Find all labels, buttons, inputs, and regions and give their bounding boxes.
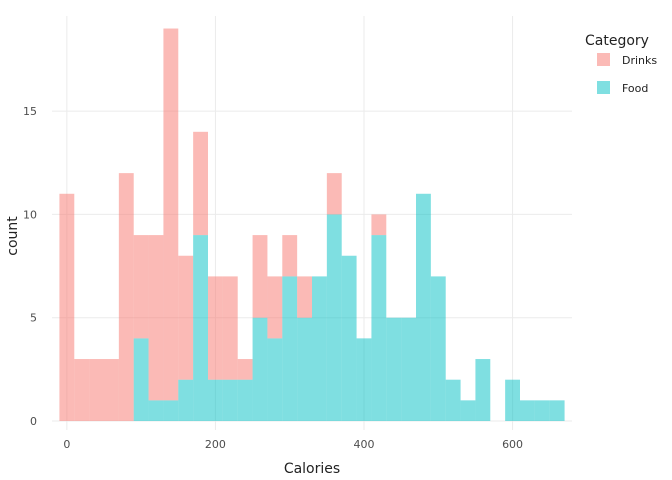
bar-food — [133, 338, 149, 421]
bar-food — [341, 255, 357, 421]
bar-drinks — [178, 255, 194, 380]
bar-food — [401, 317, 416, 421]
x-tick-label: 600 — [502, 438, 523, 451]
bar-food — [371, 235, 387, 421]
x-tick-label: 200 — [205, 438, 226, 451]
bar-drinks — [89, 359, 104, 421]
bar-drinks — [118, 173, 134, 421]
bar-food — [193, 235, 208, 421]
bar-food — [549, 400, 565, 421]
bar-drinks — [252, 235, 268, 318]
bar-food — [475, 359, 491, 421]
bars-layer — [59, 28, 565, 421]
bar-drinks — [133, 235, 149, 339]
y-tick-label: 5 — [30, 312, 37, 325]
x-tick-label: 0 — [63, 438, 70, 451]
bar-drinks — [282, 235, 298, 277]
bar-food — [148, 400, 164, 421]
bar-food — [326, 214, 342, 421]
bar-drinks — [267, 276, 283, 339]
bar-drinks — [163, 28, 179, 401]
bar-food — [505, 379, 520, 421]
bar-drinks — [193, 131, 208, 236]
bar-drinks — [297, 276, 312, 318]
legend-label-drinks: Drinks — [622, 54, 657, 67]
bar-drinks — [148, 235, 164, 401]
legend: Category Drinks Food — [585, 33, 657, 95]
bar-food — [178, 379, 194, 421]
bar-food — [208, 379, 223, 421]
bar-drinks — [104, 359, 119, 421]
bar-drinks — [74, 359, 90, 421]
legend-title: Category — [585, 33, 649, 49]
y-tick-label: 15 — [23, 105, 37, 118]
bar-food — [312, 276, 327, 421]
bar-food — [222, 379, 238, 421]
bar-drinks — [222, 276, 238, 380]
y-tick-label: 0 — [30, 415, 37, 428]
bar-food — [356, 338, 372, 421]
bar-food — [445, 379, 461, 421]
bar-drinks — [326, 173, 342, 215]
y-axis-title: count — [5, 216, 21, 256]
bar-food — [460, 400, 476, 421]
bar-drinks — [208, 276, 223, 380]
bar-drinks — [237, 359, 253, 380]
x-tick-label: 400 — [354, 438, 375, 451]
bar-food — [252, 317, 268, 421]
bar-food — [386, 317, 402, 421]
bar-drinks — [371, 214, 387, 236]
y-tick-label: 10 — [23, 208, 37, 221]
bar-food — [237, 379, 253, 421]
legend-items: Drinks Food — [597, 53, 657, 95]
bar-food — [267, 338, 283, 421]
bar-food — [416, 193, 431, 421]
x-axis-title: Calories — [284, 461, 340, 477]
bar-drinks — [59, 193, 75, 421]
ticks-layer: 0 5 10 15 0 200 400 600 — [23, 105, 523, 451]
bar-food — [297, 317, 312, 421]
bar-food — [163, 400, 179, 421]
legend-label-food: Food — [622, 82, 648, 95]
bar-food — [534, 400, 550, 421]
bar-food — [430, 276, 446, 421]
legend-swatch-food — [597, 81, 610, 94]
legend-swatch-drinks — [597, 53, 610, 66]
bar-food — [520, 400, 535, 421]
bar-food — [282, 276, 298, 421]
